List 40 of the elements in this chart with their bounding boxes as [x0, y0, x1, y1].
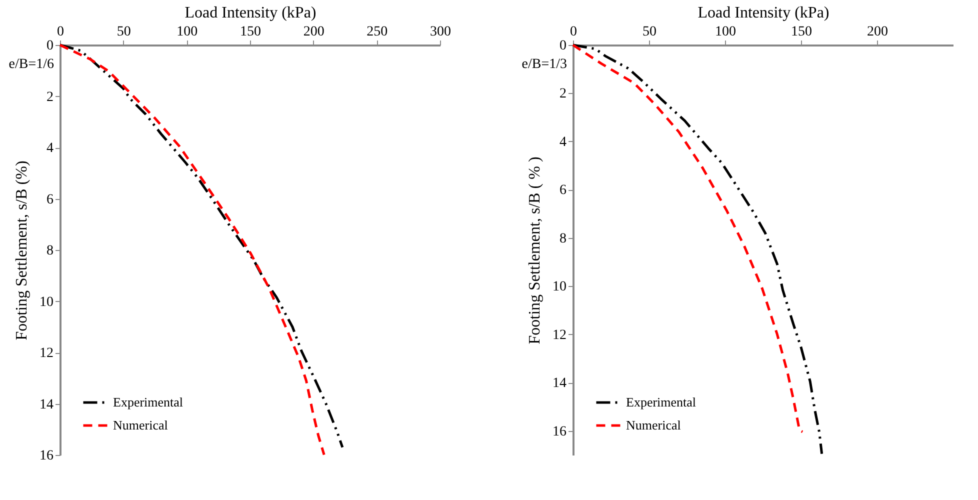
y-tick-label: 10	[552, 280, 566, 295]
x-axis-title: Load Intensity (kPa)	[698, 4, 830, 22]
text: e/B=1/6	[8, 57, 54, 72]
y-tick-label: 8	[46, 244, 54, 258]
y-tick-label: 14	[40, 397, 54, 412]
y-tick-label: 14	[552, 376, 566, 392]
legend-label: Numerical	[626, 418, 682, 432]
x-tick-label: 50	[642, 24, 656, 40]
x-tick-label: 50	[116, 24, 131, 40]
y-tick-label: 16	[552, 424, 566, 440]
y-tick-label: 2	[46, 90, 54, 105]
x-tick-label: 0	[570, 24, 577, 40]
y-tick-label: 12	[40, 346, 54, 361]
y-tick-label: 16	[40, 448, 54, 464]
x-tick-label: 100	[715, 24, 736, 40]
legend-label: Experimental	[626, 394, 696, 410]
text: e/B=1/3	[522, 57, 567, 72]
y-tick-label: 8	[560, 231, 566, 246]
y-tick-label: 0	[560, 38, 566, 54]
x-tick-label: 300	[430, 24, 451, 40]
x-tick-label: 0	[57, 24, 64, 40]
x-tick-label: 100	[176, 24, 198, 40]
x-axis-title: Load Intensity (kPa)	[184, 4, 316, 22]
x-tick-label: 150	[791, 24, 812, 40]
y-tick-label: 6	[560, 183, 566, 198]
y-tick-label: 4	[46, 141, 54, 156]
x-tick-label: 150	[240, 24, 261, 40]
y-tick-label: 4	[560, 134, 566, 150]
y-tick-label: 12	[552, 328, 566, 343]
y-axis-title: Footing Settlement, s/B (%)	[14, 160, 30, 340]
y-axis-title: Footing Settlement, s/B ( % )	[526, 156, 544, 344]
x-tick-label: 200	[867, 24, 888, 40]
legend-label: Numerical	[113, 418, 168, 432]
x-tick-label: 200	[303, 24, 324, 40]
y-tick-label: 0	[46, 38, 54, 54]
legend-label: Experimental	[113, 394, 184, 410]
x-tick-label: 250	[366, 24, 388, 40]
y-tick-label: 6	[46, 192, 54, 208]
y-tick-label: 10	[40, 294, 54, 310]
y-tick-label: 2	[560, 86, 566, 102]
